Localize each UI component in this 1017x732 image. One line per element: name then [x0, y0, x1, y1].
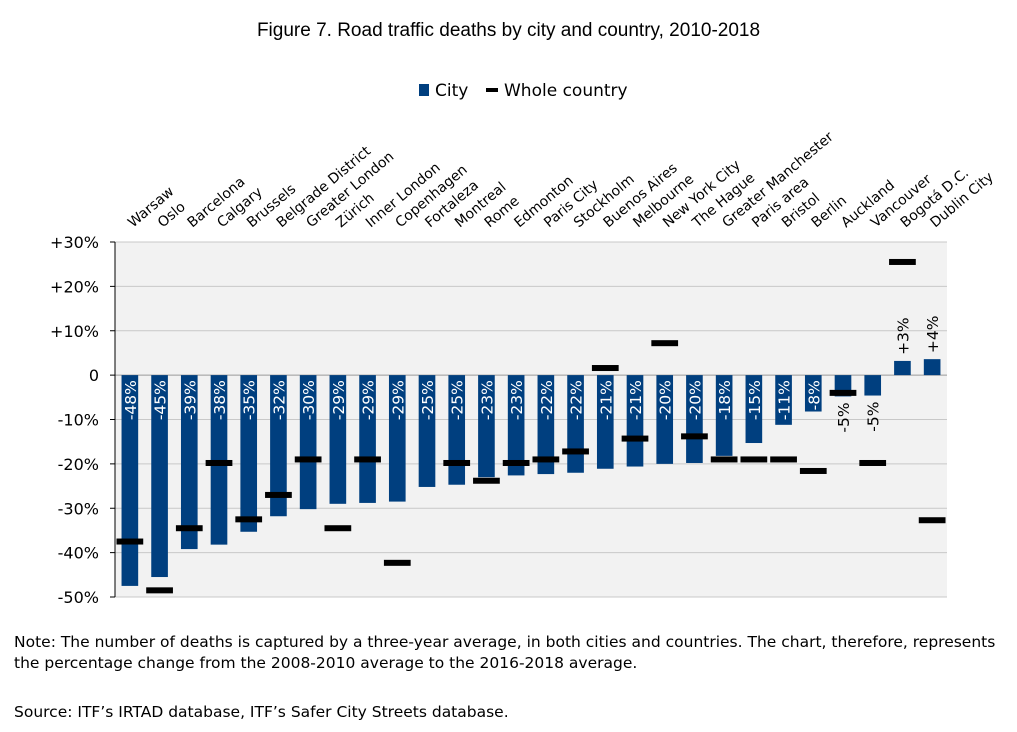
bar: [448, 375, 466, 485]
country-marker: [740, 456, 768, 463]
y-tick-label: +10%: [50, 322, 99, 341]
country-marker: [681, 433, 708, 440]
bar: [775, 375, 792, 425]
country-marker: [889, 258, 916, 265]
country-marker: [265, 491, 292, 498]
bar-value-label: -38%: [211, 380, 229, 420]
bar-value-label: -5%: [835, 402, 853, 432]
bar-value-label: -21%: [627, 380, 645, 420]
bar-chart: +30% +20% +10% 0 -10% -20% -30% -40% -50% -48% -45…: [50, 81, 997, 607]
bar-value-label: -5%: [865, 402, 883, 432]
country-marker: [116, 538, 144, 545]
bar: [864, 375, 882, 396]
bar-value-label: -22%: [568, 380, 586, 420]
bar: [388, 375, 406, 502]
country-marker: [770, 456, 797, 463]
bar-value-label: -29%: [389, 380, 407, 420]
country-marker: [235, 516, 263, 523]
country-marker: [621, 435, 649, 442]
country-marker: [562, 448, 589, 455]
legend-city-swatch: [419, 84, 429, 96]
country-marker: [443, 459, 471, 466]
country-marker: [383, 559, 411, 566]
bar-value-label: +4%: [924, 316, 942, 354]
bar-value-label: -22%: [538, 380, 556, 420]
legend-country-swatch: [486, 88, 498, 92]
bar: [418, 375, 436, 487]
country-marker: [146, 587, 173, 594]
bar: [686, 375, 703, 463]
bar-value-label: -30%: [300, 380, 318, 420]
bar-value-label: -39%: [181, 380, 199, 420]
country-marker: [710, 456, 738, 463]
bar-value-label: -15%: [746, 380, 764, 420]
country-marker: [324, 525, 352, 532]
bar-value-label: -20%: [657, 380, 675, 420]
bar: [745, 375, 763, 444]
country-marker: [532, 456, 560, 463]
bar-value-label: -29%: [360, 380, 378, 420]
bar: [804, 375, 822, 412]
bar: [299, 375, 317, 510]
bar-value-label: -11%: [776, 380, 794, 420]
chart-title: Figure 7. Road traffic deaths by city an…: [256, 20, 761, 41]
bar-value-label: -25%: [449, 380, 467, 420]
country-marker: [859, 459, 887, 466]
y-tick-label: -10%: [58, 411, 99, 430]
bar: [240, 375, 258, 532]
y-tick-label: +20%: [50, 277, 99, 296]
country-marker: [829, 389, 857, 396]
bar: [210, 375, 228, 545]
bar-value-label: -8%: [805, 380, 823, 410]
bar-value-label: -48%: [122, 380, 140, 420]
bar: [596, 375, 614, 469]
bar-value-label: -32%: [270, 380, 288, 420]
bar-value-label: -23%: [508, 380, 526, 420]
chart-note: Note: The number of deaths is captured b…: [14, 633, 996, 672]
country-marker: [502, 459, 530, 466]
bar-value-label: -21%: [597, 380, 615, 420]
y-tick-label: +30%: [50, 233, 99, 252]
bar: [270, 375, 287, 517]
y-tick-label: -30%: [58, 499, 99, 518]
bar: [626, 375, 644, 467]
bar-value-label: -18%: [716, 380, 734, 420]
country-marker: [294, 456, 322, 463]
y-tick-label: -20%: [58, 455, 99, 474]
bar: [537, 375, 555, 475]
bar: [121, 375, 139, 586]
bar: [507, 375, 525, 476]
y-tick-label: -50%: [58, 588, 99, 607]
bar: [894, 360, 911, 376]
country-marker: [205, 459, 233, 466]
bar-value-label: -20%: [686, 380, 704, 420]
bar-value-label: -45%: [152, 380, 170, 420]
y-tick-label: -40%: [58, 544, 99, 563]
legend-city-label: City: [435, 81, 468, 101]
country-marker: [799, 467, 827, 474]
bar-value-label: -23%: [478, 380, 496, 420]
country-marker: [473, 477, 500, 484]
country-marker: [651, 340, 679, 347]
country-marker: [591, 365, 619, 372]
country-marker: [175, 525, 203, 532]
legend-country-label: Whole country: [504, 81, 628, 101]
bar: [656, 375, 674, 464]
bar: [478, 375, 495, 478]
bar: [151, 375, 168, 578]
bar: [923, 359, 941, 376]
country-marker: [354, 456, 381, 463]
bar: [359, 375, 376, 503]
bar: [329, 375, 347, 504]
bar-value-label: -25%: [419, 380, 437, 420]
country-marker: [918, 517, 946, 524]
bar-value-label: -29%: [330, 380, 348, 420]
bar: [180, 375, 198, 550]
bar-value-label: -35%: [241, 380, 259, 420]
y-tick-label: 0: [89, 366, 99, 385]
bar-value-label: +3%: [894, 317, 912, 355]
chart-source: Source: ITF’s IRTAD database, ITF’s Safe…: [14, 703, 509, 721]
bar: [715, 375, 733, 456]
bar: [567, 375, 584, 473]
